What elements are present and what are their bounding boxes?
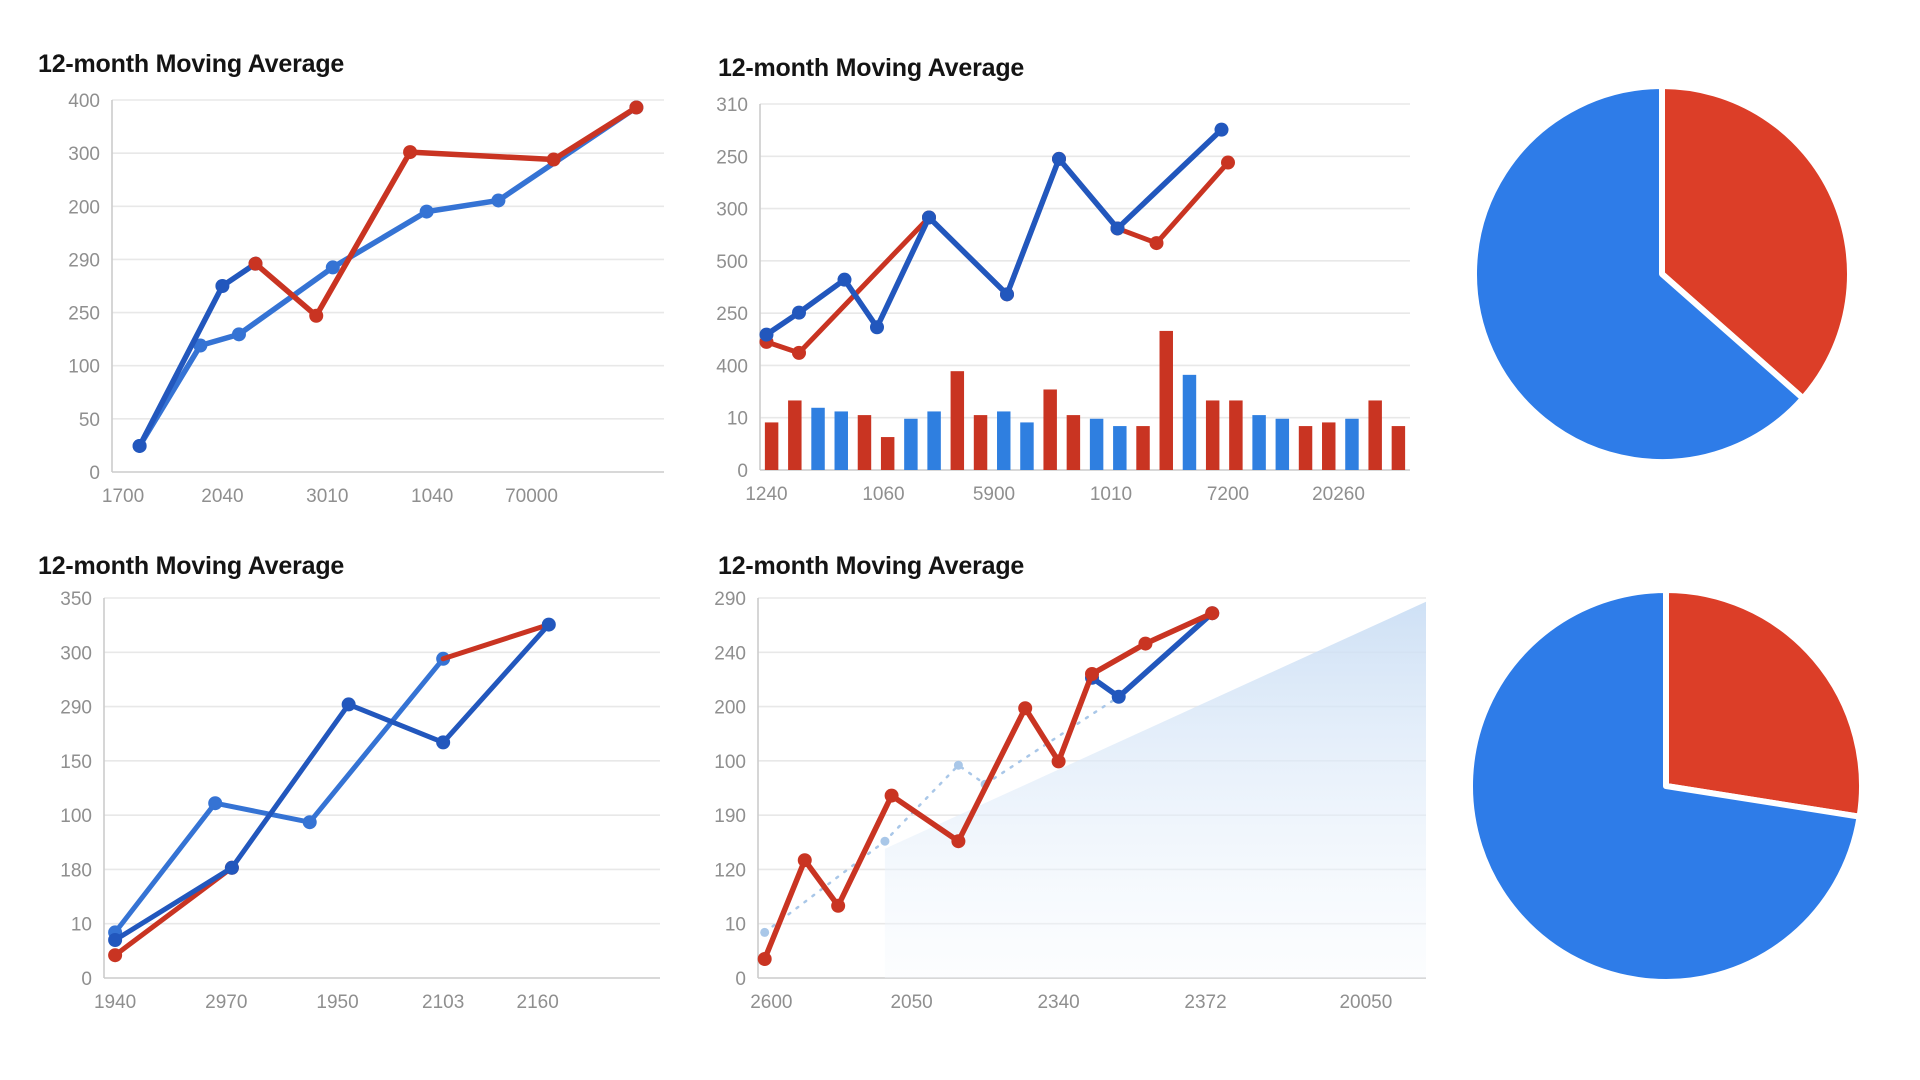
svg-text:2372: 2372 — [1184, 992, 1226, 1013]
svg-text:310: 310 — [716, 95, 748, 116]
svg-text:290: 290 — [714, 589, 746, 610]
svg-text:0: 0 — [737, 461, 748, 482]
svg-text:1940: 1940 — [94, 992, 136, 1013]
svg-text:10: 10 — [725, 915, 746, 936]
svg-text:70000: 70000 — [505, 486, 558, 507]
pie-chart-top-right-canvas — [1471, 83, 1853, 465]
svg-text:1010: 1010 — [1090, 484, 1132, 505]
svg-text:50: 50 — [79, 410, 100, 431]
svg-text:1060: 1060 — [862, 484, 904, 505]
svg-text:300: 300 — [68, 144, 100, 165]
svg-text:3010: 3010 — [306, 486, 348, 507]
svg-text:10: 10 — [71, 915, 92, 936]
svg-text:250: 250 — [716, 304, 748, 325]
svg-text:190: 190 — [714, 806, 746, 827]
chart-title-top-middle: 12-month Moving Average — [718, 54, 1025, 82]
svg-text:7200: 7200 — [1207, 484, 1249, 505]
chart-title-bottom-middle: 12-month Moving Average — [718, 552, 1025, 580]
svg-text:180: 180 — [60, 860, 92, 881]
svg-text:200: 200 — [68, 197, 100, 218]
svg-text:10: 10 — [727, 409, 748, 430]
svg-text:290: 290 — [68, 250, 100, 271]
svg-text:0: 0 — [81, 969, 92, 990]
svg-text:290: 290 — [60, 698, 92, 719]
svg-text:240: 240 — [714, 643, 746, 664]
svg-text:400: 400 — [716, 356, 748, 377]
svg-text:1040: 1040 — [411, 486, 453, 507]
svg-text:100: 100 — [714, 752, 746, 773]
svg-text:350: 350 — [60, 589, 92, 610]
chart-title-bottom-left: 12-month Moving Average — [38, 552, 345, 580]
svg-text:1700: 1700 — [102, 486, 144, 507]
svg-text:250: 250 — [716, 147, 748, 168]
svg-text:2340: 2340 — [1037, 992, 1079, 1013]
svg-text:2103: 2103 — [422, 992, 464, 1013]
svg-text:0: 0 — [735, 969, 746, 990]
svg-text:2970: 2970 — [205, 992, 247, 1013]
svg-text:100: 100 — [68, 357, 100, 378]
svg-text:20050: 20050 — [1339, 992, 1392, 1013]
svg-text:300: 300 — [716, 200, 748, 221]
svg-text:1950: 1950 — [316, 992, 358, 1013]
svg-text:300: 300 — [60, 643, 92, 664]
svg-text:2600: 2600 — [750, 992, 792, 1013]
pie-chart-bottom-right-canvas — [1467, 587, 1865, 985]
svg-text:100: 100 — [60, 806, 92, 827]
svg-text:2040: 2040 — [201, 486, 243, 507]
svg-text:500: 500 — [716, 252, 748, 273]
svg-text:2050: 2050 — [890, 992, 932, 1013]
svg-text:2160: 2160 — [517, 992, 559, 1013]
svg-text:200: 200 — [714, 698, 746, 719]
svg-text:20260: 20260 — [1312, 484, 1365, 505]
svg-text:1240: 1240 — [745, 484, 787, 505]
chart-title-top-left: 12-month Moving Average — [38, 50, 345, 78]
svg-text:250: 250 — [68, 304, 100, 325]
svg-text:120: 120 — [714, 860, 746, 881]
svg-text:0: 0 — [89, 463, 100, 484]
svg-text:400: 400 — [68, 91, 100, 112]
svg-text:5900: 5900 — [973, 484, 1015, 505]
svg-text:150: 150 — [60, 752, 92, 773]
